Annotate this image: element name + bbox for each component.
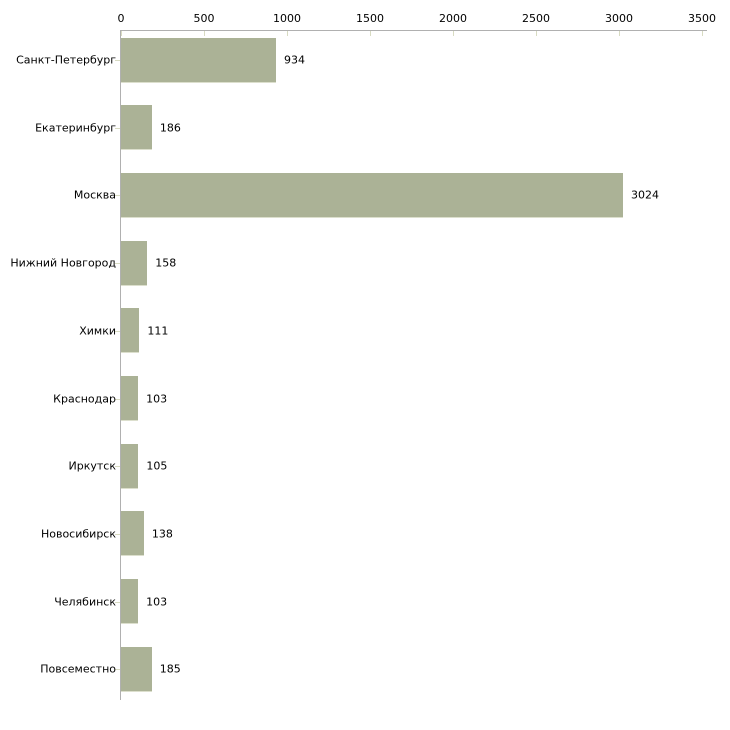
value-label: 103 <box>146 595 168 609</box>
x-axis-line <box>121 30 707 31</box>
x-tick-label: 500 <box>193 12 215 25</box>
y-axis-line <box>120 30 121 700</box>
bar <box>121 579 139 625</box>
bar <box>121 511 144 557</box>
y-tick-mark <box>115 127 120 129</box>
x-tick-mark <box>453 31 454 36</box>
x-tick-label: 2500 <box>522 12 550 25</box>
y-tick-mark <box>115 669 120 671</box>
y-tick-mark <box>115 60 120 61</box>
category-label: Новосибирск <box>40 527 116 541</box>
y-tick-mark <box>115 601 120 603</box>
x-tick-label: 2000 <box>439 12 467 25</box>
y-tick-mark <box>115 330 120 332</box>
y-tick-mark <box>115 398 120 400</box>
value-label: 185 <box>159 662 181 676</box>
value-label: 103 <box>146 392 168 405</box>
category-label: Нижний Новгород <box>10 256 116 270</box>
category-label: Екатеринбург <box>35 121 116 135</box>
y-tick-mark <box>115 533 120 535</box>
bar <box>121 376 139 421</box>
y-tick-mark <box>115 263 120 265</box>
x-tick-mark <box>370 31 371 36</box>
bar <box>121 308 140 354</box>
x-tick-mark <box>702 31 703 36</box>
x-tick-label: 0 <box>117 12 125 25</box>
bar <box>121 172 623 218</box>
x-tick-mark <box>121 31 122 36</box>
value-label: 934 <box>284 53 306 67</box>
x-tick-label: 3000 <box>605 12 633 25</box>
x-tick-mark <box>619 31 620 36</box>
bar <box>121 37 277 83</box>
category-label: Краснодар <box>53 392 116 405</box>
value-label: 3024 <box>630 188 659 202</box>
x-tick-mark <box>287 31 288 36</box>
category-label: Челябинск <box>54 595 116 609</box>
bar <box>121 646 152 692</box>
x-tick-mark <box>204 31 205 36</box>
value-label: 186 <box>159 121 181 135</box>
category-label: Повсеместно <box>40 662 116 676</box>
bar <box>121 105 152 151</box>
bar <box>121 240 148 286</box>
value-label: 111 <box>147 324 169 338</box>
value-label: 138 <box>151 527 173 541</box>
x-tick-label: 1500 <box>356 12 384 25</box>
category-label: Москва <box>73 188 116 202</box>
x-tick-label: 3500 <box>688 12 716 25</box>
x-tick-mark <box>536 31 537 36</box>
bar <box>121 443 139 489</box>
value-label: 158 <box>155 256 177 270</box>
x-tick-label: 1000 <box>273 12 301 25</box>
category-label: Иркутск <box>68 459 116 473</box>
y-tick-mark <box>115 466 120 468</box>
value-label: 105 <box>146 459 168 473</box>
category-label: Санкт-Петербург <box>16 53 116 67</box>
category-label: Химки <box>79 324 116 338</box>
y-tick-mark <box>115 195 120 197</box>
